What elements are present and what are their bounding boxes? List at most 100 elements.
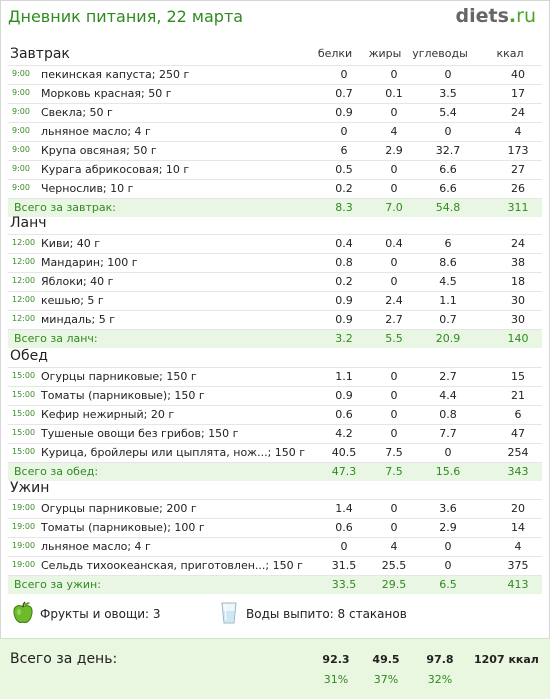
total-kcal: 343 (507, 465, 529, 478)
meal-title: Обед (10, 348, 48, 364)
food-name: Киви; 40 г (41, 237, 101, 250)
food-name: Мандарин; 100 г (41, 256, 138, 269)
food-carbs: 4.5 (439, 275, 457, 288)
food-name: Яблоки; 40 г (41, 275, 114, 288)
food-kcal: 254 (507, 446, 529, 459)
food-fat: 0 (390, 256, 398, 269)
day-total-kcal: 1207 ккал (474, 653, 539, 666)
page-title: Дневник питания, 22 марта (8, 7, 244, 26)
page-header: Дневник питания, 22 марта diets.ru (0, 0, 550, 36)
food-fat: 25.5 (381, 559, 407, 572)
total-protein: 3.2 (335, 332, 353, 345)
meal-title: Завтрак (10, 46, 70, 62)
food-fat: 0 (390, 502, 398, 515)
column-header-protein: белки (317, 47, 353, 60)
food-carbs: 6.6 (439, 163, 457, 176)
food-name: кешью; 5 г (41, 294, 104, 307)
food-kcal: 24 (511, 237, 525, 250)
food-name: Тушеные овощи без грибов; 150 г (41, 427, 239, 440)
food-protein: 0.9 (335, 294, 353, 307)
water-glass-icon (221, 602, 237, 624)
food-time: 15:00 (12, 447, 36, 456)
food-kcal: 375 (507, 559, 529, 572)
column-header-kcal: ккал (496, 47, 524, 60)
total-carbs: 20.9 (435, 332, 461, 345)
logo-main: diets (455, 5, 509, 27)
total-kcal: 413 (507, 578, 529, 591)
food-name: миндаль; 5 г (41, 313, 115, 326)
food-kcal: 17 (511, 87, 525, 100)
food-fat: 0 (390, 408, 398, 421)
food-fat: 0.4 (385, 237, 403, 250)
meal-header: Ланч (0, 212, 550, 234)
food-time: 12:00 (12, 295, 36, 304)
food-name: пекинская капуста; 250 г (41, 68, 190, 81)
food-protein: 0.8 (335, 256, 353, 269)
day-total-panel: Всего за день: 92.3 49.5 97.8 1207 ккал … (0, 638, 550, 699)
total-carbs: 54.8 (435, 201, 461, 214)
food-fat: 2.9 (385, 144, 403, 157)
food-time: 19:00 (12, 541, 36, 550)
meal-total-label: Всего за обед: (14, 465, 99, 478)
food-kcal: 15 (511, 370, 525, 383)
extras-bar: Фрукты и овощи: 3 Воды выпито: 8 стакано… (0, 600, 550, 628)
meal-title: Ланч (10, 215, 47, 231)
food-row: 15:00 Огурцы парниковые; 150 г 1.1 0 2.7… (8, 367, 542, 387)
food-name: Кефир нежирный; 20 г (41, 408, 175, 421)
food-name: Курага абрикосовая; 10 г (41, 163, 190, 176)
food-name: Чернослив; 10 г (41, 182, 134, 195)
food-kcal: 14 (511, 521, 525, 534)
meal-header: Ужин (0, 477, 550, 499)
food-time: 12:00 (12, 238, 36, 247)
food-row: 9:00 Морковь красная; 50 г 0.7 0.1 3.5 1… (8, 85, 542, 104)
food-name: льняное масло; 4 г (41, 540, 151, 553)
food-protein: 0.9 (335, 106, 353, 119)
total-fat: 7.5 (385, 465, 403, 478)
food-time: 15:00 (12, 371, 36, 380)
food-carbs: 0 (444, 68, 452, 81)
food-row: 9:00 Свекла; 50 г 0.9 0 5.4 24 (8, 104, 542, 123)
food-time: 19:00 (12, 503, 36, 512)
water-drunk-count: Воды выпито: 8 стаканов (246, 607, 407, 621)
food-row: 12:00 Мандарин; 100 г 0.8 0 8.6 38 (8, 254, 542, 273)
food-kcal: 18 (511, 275, 525, 288)
meal-dinner: Обед 15:00 Огурцы парниковые; 150 г 1.1 … (0, 345, 550, 481)
food-name: Сельдь тихоокеанская, приготовлен...; 15… (41, 559, 303, 572)
food-protein: 0 (340, 125, 348, 138)
food-carbs: 0 (444, 559, 452, 572)
meal-lunch: Ланч 12:00 Киви; 40 г 0.4 0.4 6 24 12:00… (0, 212, 550, 348)
food-carbs: 32.7 (435, 144, 461, 157)
column-header-fat: жиры (368, 47, 402, 60)
food-row: 9:00 пекинская капуста; 250 г 0 0 0 40 (8, 65, 542, 85)
food-kcal: 40 (511, 68, 525, 81)
food-time: 9:00 (12, 88, 30, 97)
food-protein: 4.2 (335, 427, 353, 440)
food-kcal: 24 (511, 106, 525, 119)
food-carbs: 0 (444, 540, 452, 553)
food-carbs: 2.7 (439, 370, 457, 383)
day-carbs-percent: 32% (427, 673, 453, 686)
food-row: 15:00 Кефир нежирный; 20 г 0.6 0 0.8 6 (8, 406, 542, 425)
food-time: 15:00 (12, 390, 36, 399)
food-carbs: 7.7 (439, 427, 457, 440)
food-time: 9:00 (12, 107, 30, 116)
food-fat: 0 (390, 68, 398, 81)
column-header-carbs: углеводы (412, 47, 468, 60)
meal-total-row: Всего за обед: 47.3 7.5 15.6 343 (8, 463, 542, 481)
food-row: 19:00 Томаты (парниковые); 100 г 0.6 0 2… (8, 519, 542, 538)
food-name: льняное масло; 4 г (41, 125, 151, 138)
food-fat: 0 (390, 427, 398, 440)
food-carbs: 5.4 (439, 106, 457, 119)
site-logo[interactable]: diets.ru (456, 5, 536, 27)
food-carbs: 6 (444, 237, 452, 250)
food-name: Свекла; 50 г (41, 106, 113, 119)
food-row: 15:00 Курица, бройлеры или цыплята, нож.… (8, 444, 542, 463)
food-protein: 0.7 (335, 87, 353, 100)
day-total-protein: 92.3 (322, 653, 350, 666)
day-total-fat: 49.5 (372, 653, 400, 666)
food-fat: 4 (390, 125, 398, 138)
total-fat: 7.0 (385, 201, 403, 214)
food-protein: 0.6 (335, 408, 353, 421)
food-kcal: 38 (511, 256, 525, 269)
food-carbs: 0 (444, 125, 452, 138)
